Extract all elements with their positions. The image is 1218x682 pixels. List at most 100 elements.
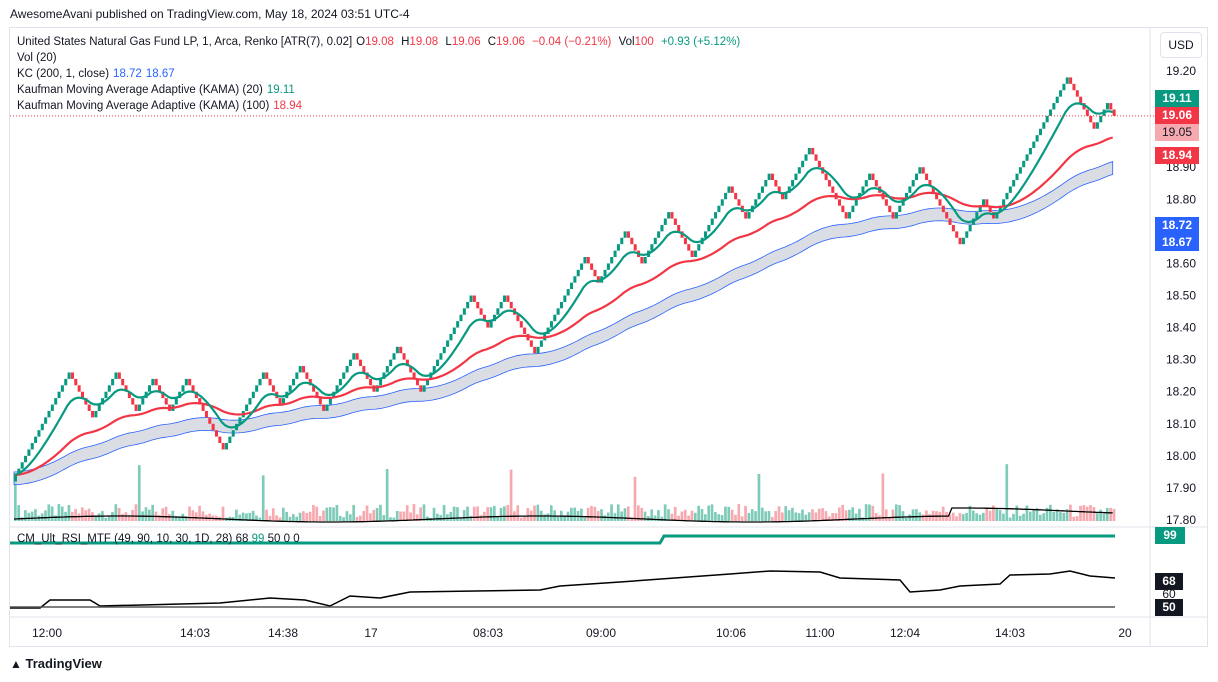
volume-bar xyxy=(268,515,272,521)
renko-brick xyxy=(1089,115,1093,123)
renko-brick xyxy=(452,327,456,334)
renko-brick xyxy=(94,410,98,418)
kc-legend[interactable]: KC (200, 1, close) 18.72 18.67 xyxy=(17,68,175,80)
last-price-tag: 19.06 xyxy=(1155,107,1199,124)
volume-bar xyxy=(663,504,667,521)
vol-legend[interactable]: Vol (20) xyxy=(17,52,57,64)
renko-brick xyxy=(302,366,306,373)
volume-bar xyxy=(104,517,108,521)
renko-brick xyxy=(610,257,614,264)
renko-brick xyxy=(811,147,815,155)
renko-brick xyxy=(218,436,222,444)
renko-brick xyxy=(904,192,908,200)
renko-brick xyxy=(1022,160,1026,168)
renko-brick xyxy=(161,391,165,399)
volume-bar xyxy=(995,507,999,521)
renko-brick xyxy=(225,443,229,450)
currency-button[interactable]: USD xyxy=(1160,32,1202,58)
kama20-line xyxy=(13,102,1113,477)
renko-brick xyxy=(181,385,185,392)
tradingview-logo[interactable]: ▲ TradingView xyxy=(10,656,102,671)
volume-bar xyxy=(509,469,513,521)
renko-brick xyxy=(399,346,403,354)
renko-brick xyxy=(559,301,563,309)
renko-brick xyxy=(382,372,386,379)
renko-brick xyxy=(626,231,630,238)
renko-brick xyxy=(710,218,714,225)
renko-brick xyxy=(841,205,845,213)
renko-brick xyxy=(318,398,322,405)
renko-brick xyxy=(985,199,989,206)
volume-bar xyxy=(754,511,757,521)
volume-bar xyxy=(248,512,252,521)
volume-bar xyxy=(506,504,510,521)
x-tick-label: 20 xyxy=(1118,626,1132,640)
renko-brick xyxy=(814,154,818,161)
volume-bar xyxy=(121,514,124,521)
volume-bar xyxy=(77,513,81,521)
renko-brick xyxy=(131,398,135,405)
volume-bar xyxy=(318,516,322,521)
renko-brick xyxy=(322,404,326,411)
renko-brick xyxy=(325,404,329,411)
volume-bar xyxy=(583,517,587,521)
volume-bar xyxy=(888,517,891,521)
renko-brick xyxy=(17,468,21,476)
volume-bar xyxy=(415,514,419,521)
volume-bar xyxy=(409,512,412,521)
volume-bar xyxy=(570,507,573,521)
volume-bar xyxy=(1012,513,1015,521)
renko-brick xyxy=(620,237,624,245)
renko-brick xyxy=(951,224,955,232)
renko-brick xyxy=(472,295,476,302)
volume-bar xyxy=(265,509,268,521)
volume-bar xyxy=(891,509,895,521)
renko-brick xyxy=(961,237,965,245)
volume-bar xyxy=(74,508,77,521)
renko-brick xyxy=(265,372,269,379)
volume-bar xyxy=(144,507,148,521)
renko-brick xyxy=(576,269,580,277)
volume-bar xyxy=(975,513,978,521)
renko-brick xyxy=(385,366,389,373)
rsi-tag-60: 60 xyxy=(1162,587,1176,601)
kama20-price-tag: 19.11 xyxy=(1155,90,1199,107)
renko-brick xyxy=(1105,103,1109,110)
renko-brick xyxy=(14,475,18,482)
volume-bar xyxy=(827,516,831,521)
renko-brick xyxy=(422,385,426,392)
kama20-legend[interactable]: Kaufman Moving Average Adaptive (KAMA) (… xyxy=(17,84,295,96)
renko-brick xyxy=(111,378,115,386)
published-line: AwesomeAvani published on TradingView.co… xyxy=(10,7,410,21)
volume-bar xyxy=(496,516,500,521)
volume-bar xyxy=(988,510,992,521)
renko-brick xyxy=(898,205,902,213)
volume-bar xyxy=(881,473,885,521)
volume-bar xyxy=(593,506,597,521)
renko-brick xyxy=(982,199,986,206)
volume-bar xyxy=(94,516,98,521)
volume-bar xyxy=(707,505,711,521)
volume-bar xyxy=(392,517,396,521)
renko-brick xyxy=(968,224,972,232)
volume-bar xyxy=(54,515,57,521)
renko-brick xyxy=(586,257,590,264)
volume-bar xyxy=(439,515,443,521)
renko-brick xyxy=(425,378,430,386)
rsi-legend[interactable]: CM_Ult_RSI_MTF (49, 90, 10, 30, 1D, 28) … xyxy=(17,533,300,545)
volume-bar xyxy=(462,510,466,521)
volume-bar xyxy=(549,505,553,521)
volume-bar xyxy=(904,517,908,521)
renko-brick xyxy=(730,186,734,193)
renko-brick xyxy=(164,398,168,405)
renko-brick xyxy=(24,455,28,463)
renko-brick xyxy=(670,212,674,219)
kama100-legend[interactable]: Kaufman Moving Average Adaptive (KAMA) (… xyxy=(17,100,303,112)
volume-bar xyxy=(241,512,245,521)
renko-brick xyxy=(673,218,677,225)
renko-brick xyxy=(335,385,339,392)
renko-brick xyxy=(975,212,979,219)
volume-bar xyxy=(452,506,456,521)
symbol-title[interactable]: United States Natural Gas Fund LP, 1, Ar… xyxy=(17,36,353,48)
